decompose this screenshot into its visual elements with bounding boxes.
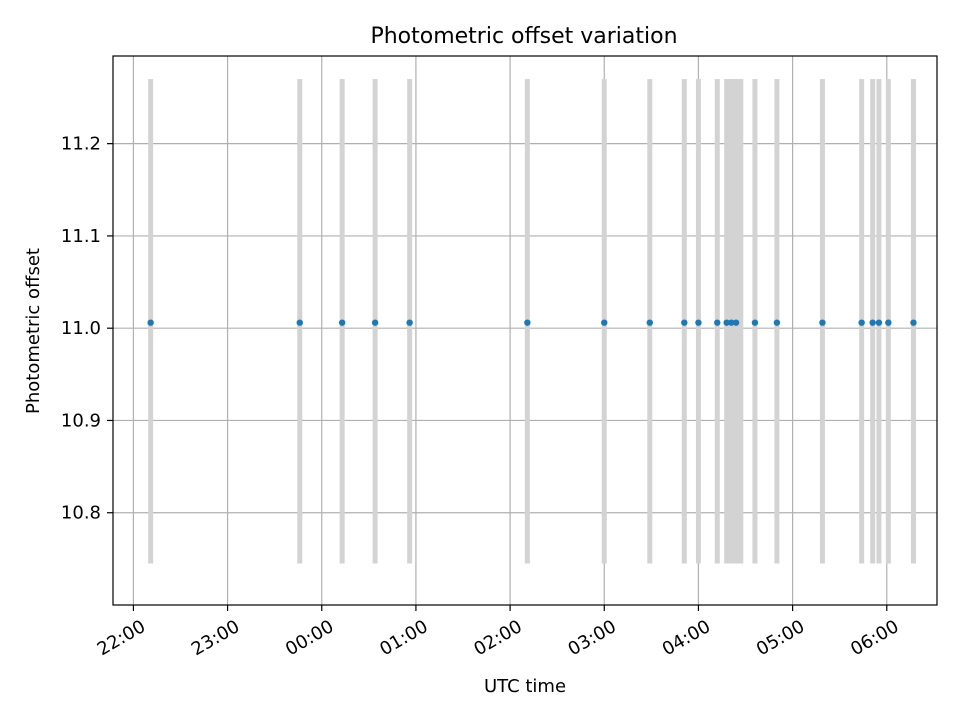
data-point (869, 319, 876, 326)
y-tick-label: 11.1 (61, 226, 101, 247)
data-point (695, 319, 702, 326)
x-tick-label: 00:00 (282, 616, 337, 660)
x-axis-title: UTC time (484, 676, 566, 697)
data-point (751, 319, 759, 326)
data-point (773, 319, 781, 326)
data-point (681, 319, 688, 326)
data-point (646, 319, 653, 326)
data-point (714, 319, 721, 326)
data-point (858, 319, 865, 326)
data-point (406, 319, 413, 326)
x-tick-label: 02:00 (470, 616, 525, 660)
data-point (524, 319, 531, 326)
chart-title: Photometric offset variation (370, 24, 677, 49)
y-tick-label: 10.9 (61, 410, 101, 431)
x-tick-label: 03:00 (565, 616, 620, 660)
y-tick-label: 10.8 (61, 503, 101, 524)
x-tick-label: 04:00 (659, 616, 714, 660)
data-point (296, 319, 303, 326)
data-point (732, 319, 740, 326)
data-point (875, 319, 883, 326)
exposure-bar (738, 79, 744, 564)
y-axis-title: Photometric offset (23, 248, 44, 414)
data-point (147, 319, 154, 326)
y-axis: 10.8 10.9 11.0 11.1 11.2 (61, 134, 113, 524)
y-tick-label: 11.2 (61, 134, 101, 155)
y-tick-label: 11.0 (61, 318, 101, 339)
plot-frame (112, 55, 938, 606)
data-points (147, 319, 917, 326)
data-point (885, 319, 892, 326)
exposure-bars (148, 79, 916, 564)
data-point (910, 319, 917, 326)
x-tick-label: 05:00 (753, 616, 808, 660)
data-point (601, 319, 608, 326)
data-point (723, 319, 730, 326)
x-axis: 22:00 23:00 00:00 01:00 02:00 03:00 04:00 05:00… (94, 605, 903, 660)
data-point (371, 319, 379, 326)
x-tick-label: 23:00 (188, 616, 243, 660)
x-tick-label: 06:00 (847, 616, 902, 660)
data-point (338, 319, 346, 326)
x-tick-label: 01:00 (376, 616, 431, 660)
data-point (819, 319, 826, 326)
data-point (728, 319, 735, 326)
x-tick-label: 22:00 (94, 616, 149, 660)
